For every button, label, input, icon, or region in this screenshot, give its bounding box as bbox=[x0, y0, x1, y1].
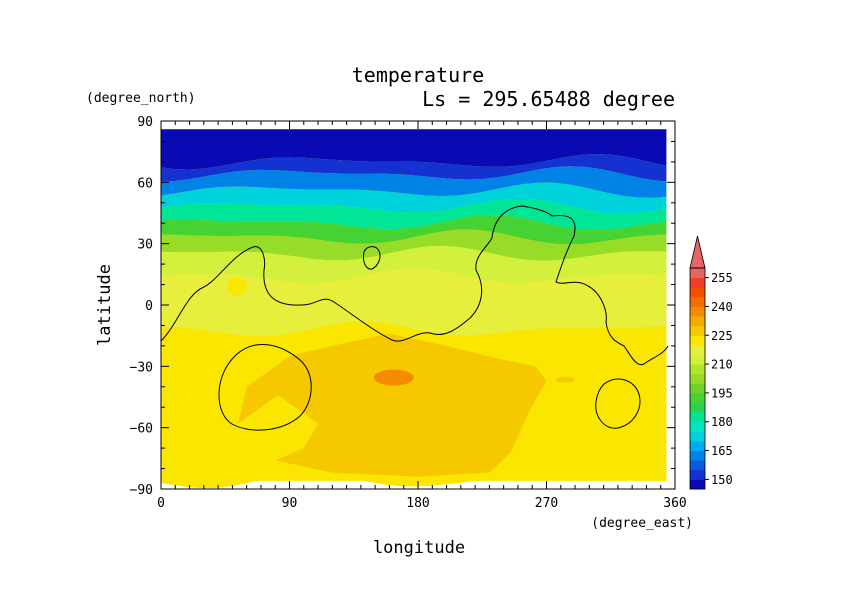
y-tick-label: −90 bbox=[130, 483, 153, 498]
colorbar-swatch bbox=[690, 421, 705, 432]
colorbar-swatch bbox=[690, 335, 705, 346]
y-tick-label: 0 bbox=[145, 299, 153, 314]
temperature-band bbox=[161, 321, 667, 353]
chart-title: temperature bbox=[352, 63, 484, 87]
y-tick-label: 30 bbox=[137, 238, 153, 253]
y-tick-label: 90 bbox=[137, 115, 153, 130]
y-tick-label: 60 bbox=[137, 176, 153, 191]
colorbar-swatch bbox=[690, 296, 705, 307]
x-tick-label: 270 bbox=[535, 496, 558, 511]
x-tick-label: 0 bbox=[157, 496, 165, 511]
island-outline-north bbox=[363, 246, 381, 270]
temperature-contour-fill bbox=[161, 129, 667, 489]
colorbar-swatch bbox=[690, 325, 705, 336]
warm-patch-west bbox=[226, 277, 247, 296]
colorbar-tick-label: 165 bbox=[711, 444, 733, 458]
y-axis: 90 60 30 0 −30 −60 −90 bbox=[130, 115, 675, 498]
temperature-band bbox=[161, 199, 667, 231]
topography-contours bbox=[161, 205, 669, 431]
colorbar-swatch bbox=[690, 316, 705, 327]
colorbar-swatch bbox=[690, 412, 705, 423]
crater-outline-southeast bbox=[595, 378, 641, 429]
colorbar-swatch bbox=[690, 431, 705, 442]
colorbar-swatch bbox=[690, 402, 705, 413]
colorbar-tick-label: 225 bbox=[711, 329, 733, 343]
x-tick-label: 90 bbox=[282, 496, 298, 511]
temperature-band bbox=[161, 129, 667, 170]
temperature-band bbox=[161, 268, 667, 308]
x-axis-label: longitude bbox=[373, 538, 465, 558]
colorbar-swatch bbox=[690, 364, 705, 375]
colorbar-swatch bbox=[690, 354, 705, 365]
colorbar-swatch bbox=[690, 287, 705, 298]
colorbar-tick-label: 195 bbox=[711, 386, 733, 400]
colorbar-swatch bbox=[690, 460, 705, 471]
x-axis: 0 90 180 270 360 bbox=[157, 121, 687, 511]
colorbar-swatch bbox=[690, 373, 705, 384]
colorbar-tick-label: 150 bbox=[711, 473, 733, 487]
temperature-band bbox=[161, 292, 667, 337]
temperature-band bbox=[161, 215, 667, 245]
crater-outline-southwest bbox=[218, 343, 312, 431]
colorbar-legend: 150 165 180 195 210 225 240 255 bbox=[689, 235, 733, 490]
colorbar-swatch bbox=[690, 469, 705, 480]
warm-spot-east bbox=[556, 376, 575, 383]
colorbar-swatch bbox=[690, 450, 705, 461]
x-tick-label: 360 bbox=[663, 496, 686, 511]
colorbar-tick-label: 240 bbox=[711, 300, 733, 314]
colorbar-swatch bbox=[690, 383, 705, 394]
temperature-band bbox=[161, 154, 667, 182]
colorbar-swatch bbox=[690, 277, 705, 288]
hot-spot bbox=[373, 369, 414, 386]
colorbar-swatch bbox=[690, 392, 705, 403]
y-tick-label: −60 bbox=[130, 422, 153, 437]
chart-subtitle: Ls = 295.65488 degree bbox=[422, 87, 675, 111]
colorbar-swatch bbox=[690, 344, 705, 355]
colorbar-border bbox=[689, 267, 706, 490]
colorbar-swatch bbox=[690, 479, 705, 490]
y-units-label: (degree_north) bbox=[86, 91, 196, 106]
colorbar-swatch bbox=[690, 268, 705, 279]
colorbar-tick-label: 210 bbox=[711, 358, 733, 372]
colorbar-swatch bbox=[690, 440, 705, 451]
x-tick-label: 180 bbox=[406, 496, 429, 511]
y-tick-label: −30 bbox=[130, 360, 153, 375]
colorbar-tick-label: 255 bbox=[711, 271, 733, 285]
colorbar-overflow-arrow bbox=[689, 235, 706, 269]
y-axis-label: latitude bbox=[95, 264, 115, 346]
continent-outline-west bbox=[161, 205, 669, 366]
warm-region bbox=[238, 333, 547, 477]
temperature-band bbox=[161, 166, 667, 198]
x-units-label: (degree_east) bbox=[591, 516, 693, 531]
colorbar-tick-label: 180 bbox=[711, 415, 733, 429]
temperature-band bbox=[161, 245, 667, 283]
colorbar-swatch bbox=[690, 306, 705, 317]
temperature-band bbox=[161, 182, 667, 215]
temperature-band bbox=[161, 229, 667, 261]
